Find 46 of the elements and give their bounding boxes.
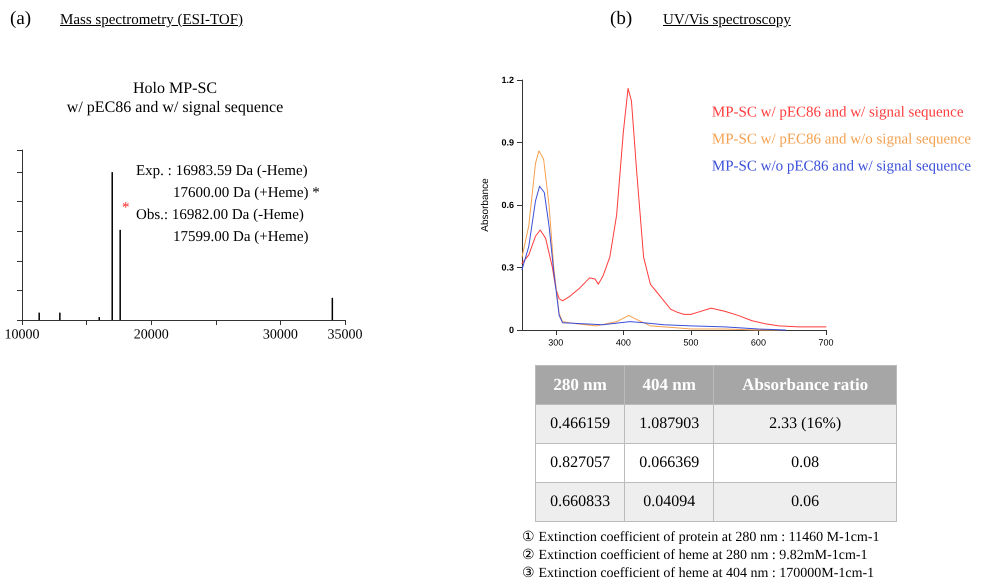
- text: 2.33 (16%): [714, 404, 896, 444]
- annotation: 17600.00 Da (+Heme) *: [173, 185, 320, 202]
- text: 0.660833: [536, 482, 625, 522]
- x-tick-label: 10000: [4, 328, 40, 342]
- text: ③ Extinction coefficient of heme at 404 nm : 170000M-1cm-1: [522, 565, 874, 582]
- text: MP-SC w/ pEC86 and w/o signal sequence: [712, 132, 972, 148]
- text: 1.087903: [624, 404, 714, 444]
- text: ② Extinction coefficient of heme at 280 nm : 9.82mM-1cm-1: [522, 547, 868, 564]
- annotation: Exp. : 16983.59 Da (-Heme): [136, 163, 308, 180]
- line-series: [522, 88, 826, 328]
- annotation: *: [122, 200, 130, 217]
- y-axis-title: Absorbance: [480, 178, 492, 232]
- x-tick-label: 20000: [134, 328, 169, 342]
- text: MP-SC w/ pEC86 and w/ signal sequence: [712, 104, 964, 120]
- line-series: [522, 186, 786, 330]
- annotation: 17599.00 Da (+Heme): [173, 229, 309, 246]
- x-tick-label: 400: [616, 338, 631, 348]
- text: (a): [10, 8, 32, 30]
- annotation: Obs.: 16982.00 Da (-Heme): [136, 207, 304, 224]
- text: (b): [610, 8, 632, 30]
- x-tick-label: 30000: [262, 328, 298, 342]
- text: Absorbance ratio: [714, 366, 896, 404]
- text: 0.06: [714, 482, 896, 522]
- text: 0.827057: [536, 444, 625, 482]
- text: Holo MP-SC: [132, 80, 218, 98]
- text: 0.466159: [536, 404, 625, 444]
- text: w/ pEC86 and w/ signal sequence: [66, 99, 284, 117]
- x-tick-label: 600: [750, 338, 766, 348]
- y-tick-label: 0: [508, 325, 514, 335]
- text: 404 nm: [624, 366, 714, 404]
- y-tick-label: 0.3: [501, 262, 514, 272]
- text: 0.04094: [624, 482, 714, 522]
- chart-title: UV/Vis spectroscopy: [663, 12, 791, 29]
- y-tick-label: 1.2: [501, 75, 514, 85]
- text: 0.066369: [624, 444, 714, 482]
- y-tick-label: 0.6: [501, 200, 514, 210]
- y-tick-label: 0.9: [501, 138, 514, 148]
- text: 0.08: [714, 444, 896, 482]
- text: 280 nm: [536, 366, 625, 404]
- text: MP-SC w/o pEC86 and w/ signal sequence: [712, 158, 972, 174]
- x-tick-label: 700: [818, 338, 834, 348]
- x-tick-label: 35000: [328, 328, 362, 342]
- x-tick-label: 500: [683, 338, 698, 348]
- chart-title: Mass spectrometry (ESI-TOF): [60, 12, 244, 29]
- x-tick-label: 300: [548, 338, 564, 348]
- text: ① Extinction coefficient of protein at 280 nm : 11460 M-1cm-1: [522, 529, 880, 546]
